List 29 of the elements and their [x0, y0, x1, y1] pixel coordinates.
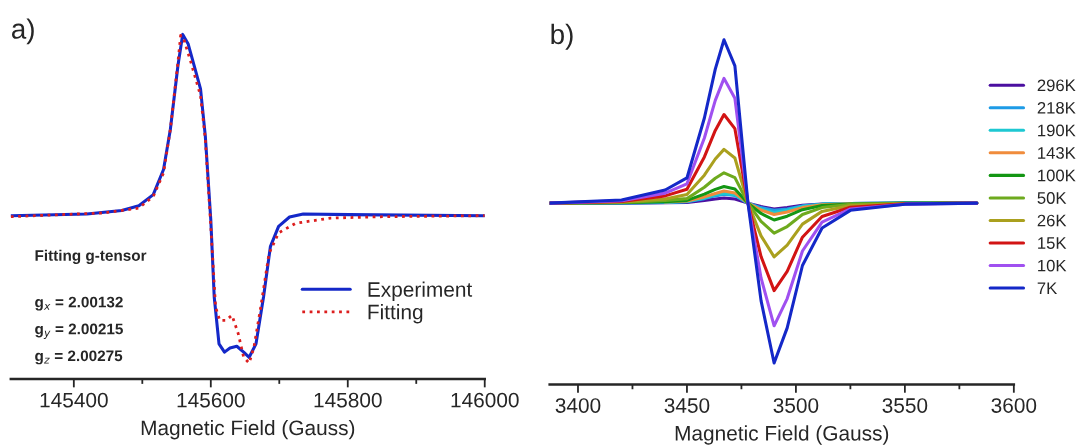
- x-tick-label: 146000: [451, 392, 519, 408]
- legend-label: 190K: [1038, 124, 1076, 137]
- annotation: g$_{z}$ = 2.00275: [35, 350, 123, 365]
- legend-label: 15K: [1038, 237, 1067, 249]
- x-tick-label: 3550: [882, 398, 928, 413]
- legend-label: 296K: [1037, 79, 1076, 92]
- legend-label: 7K: [1037, 282, 1058, 294]
- chart-title: b): [551, 23, 573, 50]
- x-tick-label: 145800: [314, 392, 382, 408]
- x-axis-title: Magnetic Field (Gauss): [141, 419, 355, 440]
- legend-label: 26K: [1037, 214, 1067, 227]
- x-tick-label: 3500: [773, 398, 819, 413]
- x-tick-label: 145400: [40, 392, 108, 408]
- legend-label: 10K: [1038, 259, 1067, 272]
- legend-label: Experiment: [368, 281, 473, 301]
- legend-label: 50K: [1037, 192, 1067, 204]
- legend-label: 100K: [1038, 169, 1076, 182]
- x-tick-label: 145600: [177, 392, 245, 408]
- annotation: Fitting g-tensor: [35, 249, 147, 264]
- legend-label: 218K: [1037, 101, 1076, 114]
- x-tick-label: 3600: [991, 398, 1037, 413]
- x-tick-label: 3450: [664, 398, 710, 413]
- annotation: g$_{y}$ = 2.00215: [35, 323, 123, 339]
- x-tick-label: 3400: [555, 398, 601, 413]
- x-axis-title: Magnetic Field (Gauss): [675, 425, 889, 445]
- legend-label: Fitting: [368, 304, 423, 324]
- annotation: g$_{x}$ = 2.00132: [35, 296, 123, 311]
- legend-label: 143K: [1038, 147, 1076, 159]
- chart-title: a): [12, 18, 34, 45]
